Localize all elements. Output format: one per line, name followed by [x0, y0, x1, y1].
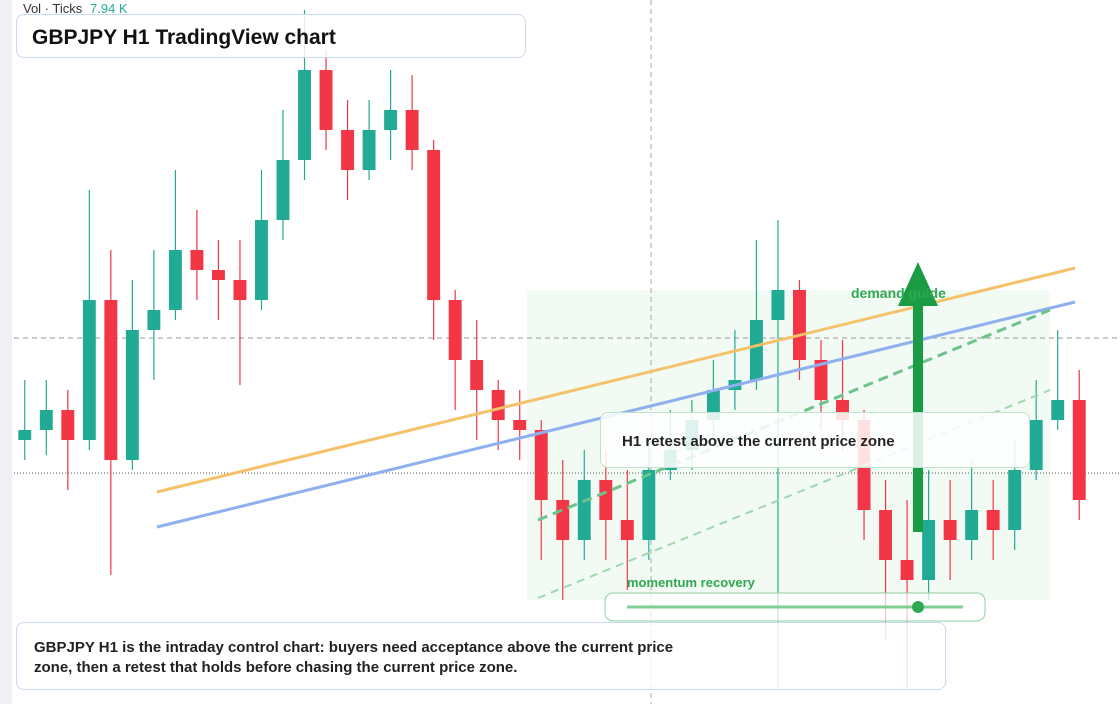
- candle-body: [965, 510, 979, 540]
- candle-body: [255, 220, 268, 300]
- candle-body: [233, 280, 247, 300]
- candle-body: [513, 420, 527, 430]
- candle-body: [577, 480, 591, 540]
- candle-body: [556, 500, 570, 540]
- candle-body: [319, 70, 333, 130]
- candle-body: [879, 510, 893, 560]
- title: GBPJPY H1 TradingView chart: [16, 14, 526, 58]
- candle-body: [147, 310, 161, 330]
- zone-label: demand guide: [851, 285, 946, 301]
- arrow-head: [898, 262, 938, 306]
- note: GBPJPY H1 is the intraday control chart:…: [16, 622, 946, 690]
- left-edge: [0, 0, 12, 704]
- candle-body: [599, 480, 613, 520]
- candle-body: [491, 390, 505, 420]
- candle-body: [298, 70, 311, 160]
- candle-body: [61, 410, 75, 440]
- candle-body: [427, 150, 441, 300]
- callout: H1 retest above the current price zone: [600, 412, 1030, 468]
- candle-body: [18, 430, 32, 440]
- candle-body: [190, 250, 204, 270]
- candle-body: [620, 520, 634, 540]
- candle-body: [900, 560, 914, 580]
- candle-body: [642, 470, 656, 540]
- candle-body: [39, 410, 53, 430]
- candle-body: [470, 360, 484, 390]
- candle-body: [922, 520, 936, 580]
- candle-body: [1051, 400, 1065, 420]
- candle-body: [341, 130, 355, 170]
- candle-body: [986, 510, 1000, 530]
- candle-body: [104, 300, 118, 460]
- momentum-dot: [912, 601, 924, 613]
- candle-body: [168, 250, 182, 310]
- candle-body: [814, 360, 828, 400]
- candle-body: [534, 430, 548, 500]
- candle-body: [362, 130, 376, 170]
- vol-value: 7.94 K: [90, 1, 128, 16]
- candle-body: [793, 290, 806, 360]
- candle-body: [82, 300, 96, 440]
- candle-body: [211, 270, 225, 280]
- candle-body: [749, 320, 763, 380]
- candle-body: [405, 110, 419, 150]
- candle-body: [943, 520, 957, 540]
- momentum-label: momentum recovery: [627, 575, 756, 590]
- candle-body: [276, 160, 290, 220]
- candle-body: [448, 300, 462, 360]
- candle-body: [1072, 400, 1086, 500]
- candle-body: [1029, 420, 1043, 470]
- candle-body: [125, 330, 139, 460]
- candle-body: [384, 110, 398, 130]
- candle-body: [771, 290, 785, 320]
- vol-label: Vol · Ticks: [23, 1, 83, 16]
- candle-body: [1008, 470, 1022, 530]
